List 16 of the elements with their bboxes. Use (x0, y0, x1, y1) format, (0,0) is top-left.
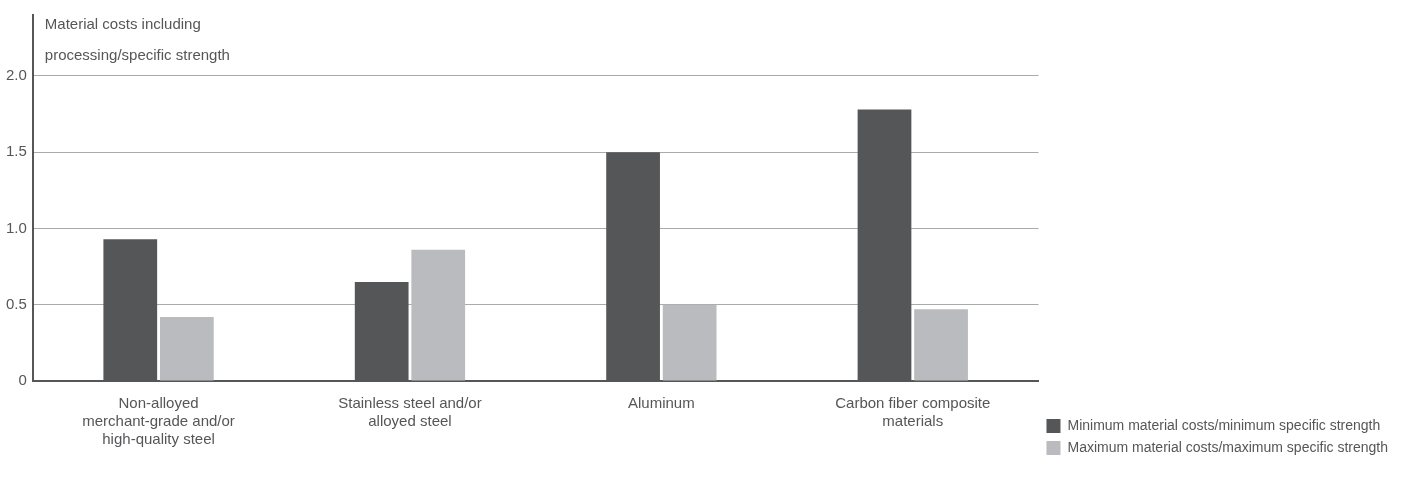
bar (159, 316, 214, 381)
y-tick-label: 1.0 (5, 218, 27, 236)
x-tick-label: Non-alloyed merchant-grade and/or high-quality steel (82, 394, 235, 448)
bar (411, 249, 466, 381)
x-tick-label: Carbon fiber composite materials (835, 394, 991, 430)
bar (662, 304, 717, 381)
y-axis-title: Material costs including processing/specific strength (44, 14, 230, 63)
bar (914, 309, 968, 381)
y-tick-label: 0.5 (5, 294, 27, 312)
y-tick-label: 1.5 (5, 142, 27, 160)
legend-label: Maximum material costs/maximum specific strength (1067, 438, 1389, 455)
y-tick-label: 2.0 (5, 66, 27, 84)
x-tick-label: Stainless steel and/or alloyed steel (338, 394, 482, 430)
legend-label: Minimum material costs/minimum specific strength (1067, 416, 1381, 433)
x-tick-label: Aluminum (628, 394, 695, 412)
y-tick-label: 0 (18, 371, 27, 389)
